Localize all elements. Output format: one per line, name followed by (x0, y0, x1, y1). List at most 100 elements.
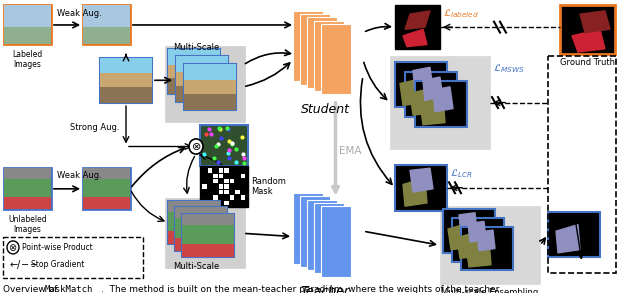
Text: $\mathcal{L}_{MSWS}$: $\mathcal{L}_{MSWS}$ (493, 62, 525, 75)
Text: Weak Aug.: Weak Aug. (57, 171, 102, 180)
Bar (202, 185, 207, 189)
Polygon shape (321, 24, 351, 94)
Text: Random
Mask: Random Mask (251, 177, 286, 196)
Polygon shape (466, 240, 491, 267)
Bar (218, 168, 223, 173)
Polygon shape (403, 178, 427, 206)
Bar (4, 168, 51, 209)
Bar (182, 214, 234, 257)
Bar (175, 207, 227, 218)
Text: Strong Aug.: Strong Aug. (70, 123, 120, 132)
Text: Weak Aug.: Weak Aug. (57, 9, 102, 18)
Bar (176, 72, 228, 86)
Bar (184, 80, 236, 94)
Bar (4, 27, 51, 45)
Bar (176, 86, 228, 102)
Text: Multi-Scale: Multi-Scale (173, 43, 219, 52)
Polygon shape (448, 222, 473, 250)
Bar (235, 190, 239, 194)
Bar (175, 238, 227, 251)
Bar (4, 168, 51, 183)
Polygon shape (423, 77, 443, 102)
Polygon shape (457, 231, 482, 258)
Bar (224, 190, 228, 194)
Bar (395, 62, 447, 108)
Polygon shape (420, 98, 445, 125)
Bar (440, 206, 540, 284)
Bar (165, 197, 245, 268)
Bar (560, 6, 615, 54)
Bar (4, 6, 51, 27)
Bar (218, 185, 223, 189)
Bar (184, 94, 236, 110)
Bar (100, 57, 152, 74)
Polygon shape (413, 67, 433, 92)
Bar (176, 57, 228, 72)
Polygon shape (405, 11, 430, 29)
Bar (168, 49, 220, 94)
Bar (395, 165, 447, 211)
Polygon shape (300, 14, 330, 85)
Text: $\leftarrow\!\!/\!\!/\!-\!\!-$: $\leftarrow\!\!/\!\!/\!-\!\!-$ (8, 258, 38, 271)
Bar (207, 168, 212, 173)
Polygon shape (321, 206, 351, 277)
Text: Multi-Scale: Multi-Scale (173, 262, 219, 270)
Polygon shape (403, 29, 427, 47)
Polygon shape (477, 230, 495, 251)
Text: $\mathcal{L}_{LCR}$: $\mathcal{L}_{LCR}$ (450, 167, 473, 180)
Bar (218, 190, 223, 194)
Bar (100, 74, 152, 87)
Polygon shape (468, 222, 486, 242)
Bar (184, 64, 236, 110)
Text: Multi-scale Ensembling: Multi-scale Ensembling (442, 287, 539, 293)
Bar (241, 174, 245, 178)
Bar (182, 244, 234, 257)
Polygon shape (580, 11, 610, 33)
Bar (168, 49, 220, 65)
Bar (230, 179, 234, 183)
Bar (200, 166, 248, 207)
Text: Overview of: Overview of (3, 285, 60, 293)
Polygon shape (459, 213, 477, 233)
Bar (3, 236, 143, 278)
Bar (443, 209, 495, 253)
Bar (175, 207, 227, 251)
Bar (200, 125, 248, 166)
Bar (548, 212, 600, 257)
Bar (218, 174, 223, 178)
Text: $\mathcal{L}_{labeled}$: $\mathcal{L}_{labeled}$ (443, 8, 479, 21)
Bar (224, 185, 228, 189)
Bar (168, 212, 220, 231)
Bar (405, 71, 457, 117)
Bar (213, 179, 218, 183)
Bar (83, 197, 130, 209)
Bar (168, 201, 220, 212)
Bar (461, 227, 513, 270)
Text: .  The method is built on the mean-teacher paradigm, where the weights of the te: . The method is built on the mean-teache… (101, 285, 499, 293)
Bar (184, 64, 236, 80)
Bar (176, 57, 228, 102)
Text: EMA: EMA (339, 146, 362, 156)
Bar (241, 195, 245, 200)
Bar (213, 195, 218, 200)
Bar (83, 6, 130, 45)
Text: Labeled
Images: Labeled Images (12, 50, 43, 69)
Bar (168, 201, 220, 244)
Bar (415, 81, 467, 127)
Text: Ground Truth: Ground Truth (560, 57, 615, 67)
Polygon shape (300, 196, 330, 267)
Bar (100, 87, 152, 103)
Bar (83, 168, 130, 178)
Polygon shape (307, 17, 337, 88)
Bar (182, 225, 234, 244)
Bar (207, 201, 212, 205)
Bar (182, 214, 234, 225)
Bar (83, 178, 130, 197)
Text: Stop Gradient: Stop Gradient (31, 260, 84, 269)
Bar (168, 65, 220, 79)
Bar (168, 79, 220, 94)
Bar (83, 6, 130, 27)
Text: Point-wise Product: Point-wise Product (22, 243, 93, 252)
Polygon shape (410, 168, 433, 192)
Bar (168, 231, 220, 244)
